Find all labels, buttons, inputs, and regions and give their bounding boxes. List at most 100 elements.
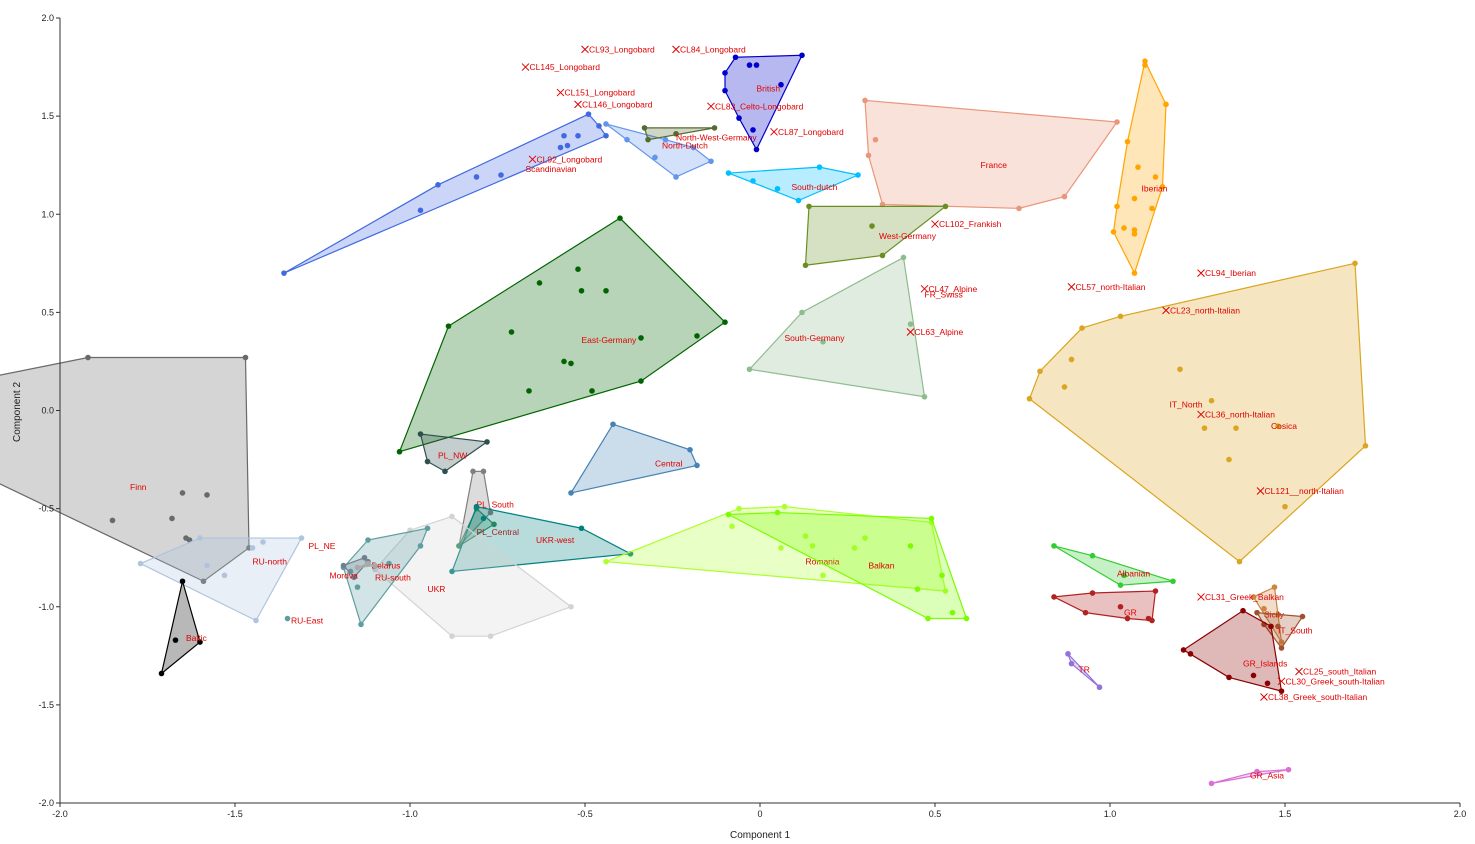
cluster-hull — [864, 99, 1119, 209]
data-point — [753, 62, 760, 68]
data-point — [774, 509, 781, 516]
data-point — [603, 132, 609, 139]
x-tick-label: -0.5 — [577, 809, 593, 819]
data-point — [498, 172, 504, 178]
sample-label: Cosica — [1271, 421, 1297, 431]
y-axis-title: Component 2 — [12, 382, 23, 442]
y-tick-label: 2.0 — [41, 13, 54, 23]
cluster-pl-ne: PL_NE — [309, 541, 336, 551]
data-point — [1236, 558, 1243, 565]
cluster-label: Belarus — [372, 561, 401, 571]
data-point — [221, 572, 228, 579]
cluster-label: Finn — [130, 482, 147, 492]
data-point — [172, 637, 179, 643]
sample-cl146-longobard: CL146_Longobard — [574, 99, 653, 109]
data-point — [1082, 609, 1089, 616]
data-point — [746, 62, 753, 68]
cluster-hull — [1182, 609, 1283, 692]
data-point — [1096, 684, 1103, 691]
data-point — [487, 509, 494, 516]
sample-marker — [528, 155, 537, 164]
data-point — [561, 358, 567, 365]
data-point — [1121, 225, 1127, 231]
data-point — [589, 388, 595, 394]
data-point — [603, 121, 609, 127]
data-point — [1163, 101, 1169, 108]
y-tick-label: 0.5 — [41, 307, 54, 317]
cluster-label: Scandinavian — [526, 164, 577, 174]
sample-marker — [920, 284, 929, 293]
data-point — [1124, 138, 1131, 145]
data-point — [449, 633, 455, 639]
data-point — [480, 468, 487, 475]
data-point — [862, 97, 868, 104]
data-point — [638, 335, 644, 341]
data-point — [578, 525, 585, 532]
cluster-label: Baltic — [186, 633, 208, 643]
data-point — [802, 533, 809, 539]
sample-label: CL31_Greek_Balkan — [1205, 592, 1284, 602]
data-point — [575, 266, 581, 273]
data-point — [449, 568, 455, 575]
data-point — [641, 125, 648, 131]
sample-cl31-greek-balkan: CL31_Greek_Balkan — [1197, 592, 1284, 602]
data-point — [795, 197, 802, 204]
data-point — [942, 203, 949, 210]
data-point — [722, 70, 728, 76]
cluster-label: West-Germany — [879, 231, 937, 241]
data-point — [1149, 205, 1155, 212]
sample-cl47-alpine: CL47_Alpine — [920, 284, 977, 294]
sample-marker — [931, 220, 939, 228]
data-point — [358, 621, 364, 628]
cluster-romania: Romania — [603, 503, 949, 594]
data-point — [1226, 456, 1232, 463]
data-point — [1254, 609, 1260, 616]
data-point — [722, 319, 728, 325]
data-point — [1142, 58, 1148, 64]
cluster-label: UKR-west — [536, 535, 575, 545]
data-point — [557, 144, 564, 151]
sample-marker — [1197, 593, 1205, 601]
sample-cosica: Cosica — [1271, 421, 1297, 431]
data-point — [484, 439, 490, 445]
cluster-hull — [1028, 262, 1367, 563]
data-point — [855, 172, 861, 178]
sample-marker — [581, 45, 589, 54]
cluster-label: GR_Asia — [1250, 771, 1284, 781]
sample-label: CL92_Longobard — [537, 154, 603, 164]
data-point — [1271, 584, 1278, 590]
cluster-label: France — [981, 160, 1008, 170]
cluster-hull — [1067, 653, 1100, 688]
cluster-ru-south: RU-south — [354, 560, 411, 582]
cluster-hull — [283, 113, 607, 274]
data-point — [351, 574, 357, 581]
cluster-iberian: Iberian — [1110, 58, 1169, 276]
data-point — [1278, 688, 1285, 694]
data-point — [109, 517, 116, 524]
data-point — [1131, 270, 1138, 276]
data-point — [372, 562, 378, 569]
data-point — [1177, 366, 1183, 373]
data-point — [1159, 183, 1166, 190]
data-point — [1299, 613, 1306, 620]
data-point — [1089, 552, 1096, 559]
data-point — [725, 511, 732, 518]
data-point — [638, 378, 644, 384]
data-point — [354, 584, 361, 590]
cluster-label: RU-south — [375, 572, 411, 582]
clusters-layer: Scandinavian North-DutchNorth-West-German… — [0, 52, 1369, 787]
y-tick-label: -2.0 — [38, 798, 54, 808]
data-point — [249, 545, 256, 551]
cluster-hull — [342, 527, 429, 626]
data-point — [1110, 229, 1117, 235]
data-point — [1051, 543, 1057, 549]
sample-cl92-longobard: CL92_Longobard — [528, 154, 603, 164]
sample-cl84-longobard: CL84_Longobard — [672, 44, 746, 54]
data-point — [907, 543, 914, 549]
data-point — [1117, 603, 1124, 610]
data-point — [949, 609, 956, 616]
data-point — [487, 633, 494, 639]
data-point — [879, 252, 886, 259]
data-point — [1278, 645, 1285, 651]
data-point — [260, 539, 266, 545]
